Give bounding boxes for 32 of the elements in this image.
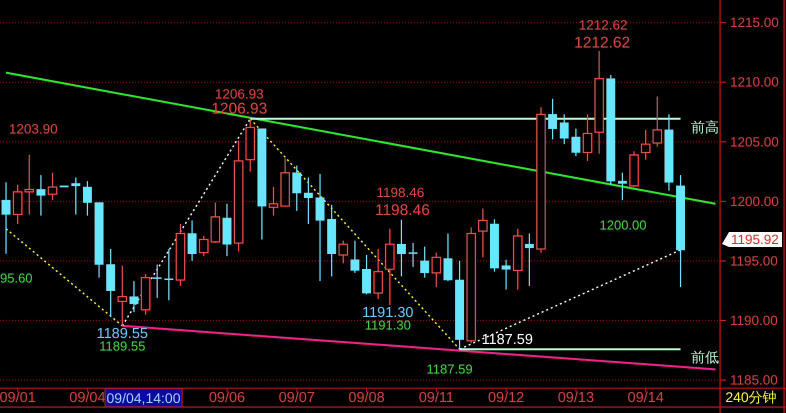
y-tick-label: 1205.00 (730, 134, 779, 150)
x-tick-label: 09/14 (628, 390, 664, 406)
annotation: 1198.46 (374, 202, 430, 220)
annotation: 1198.46 (376, 185, 424, 200)
text: 09/04,14:00 (106, 390, 181, 406)
x-tick-label: 09/08 (348, 390, 385, 406)
annotation: 1212.62 (574, 34, 630, 52)
y-tick-label: 1200.00 (730, 194, 779, 209)
x-tick-label: 09/12 (488, 390, 524, 406)
x-tick-label: 09/07 (278, 390, 315, 406)
x-tick-label: 09/13 (558, 390, 594, 406)
y-tick-label: 1190.00 (730, 312, 778, 328)
annotation: 1206.93 (211, 100, 268, 118)
x-tick-label: 09/01 (0, 390, 36, 406)
text: 240分钟 (725, 389, 777, 405)
annotation: 95.60 (0, 270, 33, 286)
x-tick-label: 09/11 (418, 390, 454, 406)
annotation: 1187.59 (482, 332, 533, 348)
y-tick-label: 1185.00 (730, 372, 778, 388)
series-label: 前高 (691, 118, 719, 135)
annotation: 1203.90 (8, 121, 58, 136)
x-tick-label: 09/06 (208, 390, 246, 406)
x-tick-label: 09/04 (69, 390, 106, 406)
y-tick-label: 1210.00 (730, 74, 779, 90)
text: 1195.92 (731, 232, 779, 247)
annotation: 1200.00 (600, 218, 646, 232)
series-label: 前低 (691, 349, 719, 366)
y-tick-label: 1195.00 (730, 253, 778, 268)
y-tick-label: 1215.00 (730, 15, 779, 30)
annotation: 1187.59 (426, 362, 473, 377)
annotation: 1206.93 (214, 86, 264, 102)
annotation: 1212.62 (578, 17, 628, 32)
